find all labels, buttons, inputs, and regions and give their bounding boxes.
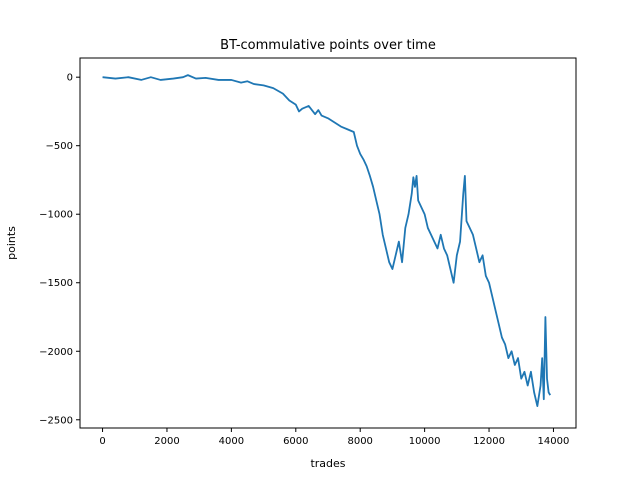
y-axis-label: points: [5, 226, 18, 260]
x-tick-label: 14000: [538, 436, 570, 447]
x-tick-label: 0: [99, 436, 105, 447]
y-tick-label: 0: [67, 73, 73, 84]
series-line-0: [102, 74, 552, 407]
x-tick-label: 2000: [154, 436, 179, 447]
plot-area-frame: [79, 57, 577, 429]
y-tick-label: −500: [46, 141, 73, 152]
x-tick-label: 10000: [409, 436, 441, 447]
y-axis-ticks: 0 −500 −1000 −1500 −2000 −2500: [39, 73, 80, 426]
x-tick-label: 4000: [219, 436, 244, 447]
x-axis-ticks: 0 2000 4000 6000 8000 10000 12000 14000: [99, 428, 569, 447]
y-tick-label: −1000: [39, 210, 73, 221]
x-axis-label: trades: [310, 457, 345, 470]
y-tick-label: −1500: [39, 278, 73, 289]
series-line-layer: [102, 74, 552, 407]
chart-title: BT-commulative points over time: [220, 38, 436, 53]
x-tick-label: 12000: [473, 436, 505, 447]
x-tick-label: 6000: [283, 436, 308, 447]
x-tick-label: 8000: [347, 436, 372, 447]
y-tick-label: −2500: [39, 415, 73, 426]
y-tick-label: −2000: [39, 347, 73, 358]
